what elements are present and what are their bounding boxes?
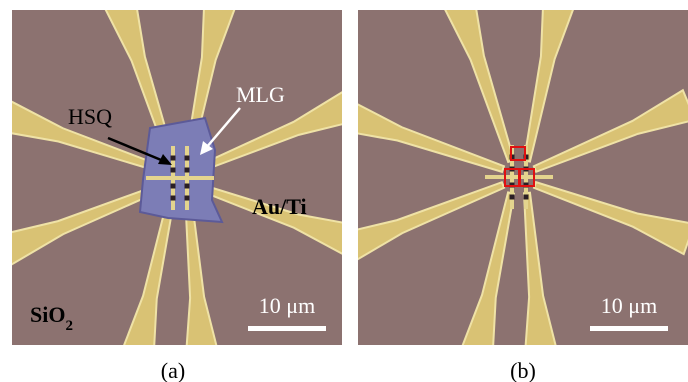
flake bbox=[140, 118, 222, 222]
contact-dot bbox=[185, 196, 190, 201]
contact-dot bbox=[185, 156, 190, 161]
contact-dot bbox=[185, 184, 190, 189]
caption: (a) bbox=[161, 358, 185, 382]
figure: HSQ MLG Au/Ti SiO2 10 μm (a) 10 μm (b) bbox=[0, 0, 688, 382]
scale-bar-label: 10 μm bbox=[601, 293, 657, 318]
scale-bar bbox=[248, 326, 326, 331]
contact-dot bbox=[171, 156, 176, 161]
label-metal: Au/Ti bbox=[252, 194, 307, 219]
caption: (b) bbox=[510, 358, 536, 382]
contact-dot bbox=[185, 168, 190, 173]
contact-dot bbox=[171, 168, 176, 173]
contact-dot bbox=[171, 184, 176, 189]
scale-bar-label: 10 μm bbox=[259, 293, 315, 318]
label-hsq: HSQ bbox=[68, 104, 112, 129]
contact-dot bbox=[524, 195, 529, 200]
label-substrate-main: SiO bbox=[30, 302, 65, 327]
contact-dot bbox=[510, 195, 515, 200]
scale-bar bbox=[590, 326, 668, 331]
label-substrate-sub: 2 bbox=[65, 318, 73, 334]
electrode-bar bbox=[146, 176, 214, 180]
contact-dot bbox=[171, 196, 176, 201]
label-mlg: MLG bbox=[236, 82, 285, 107]
